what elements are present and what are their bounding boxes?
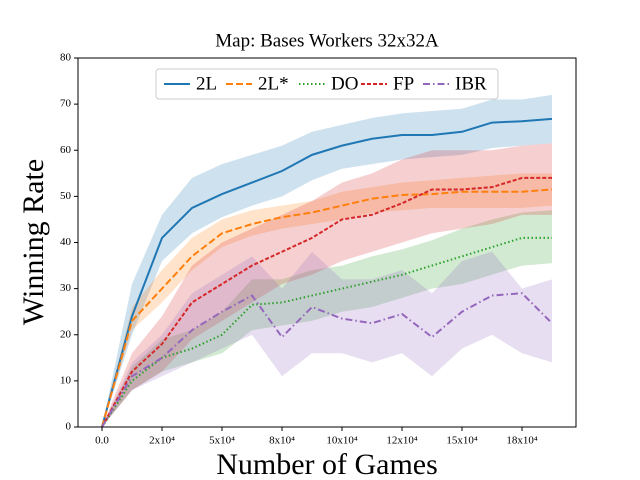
legend-label: 2L (196, 73, 217, 94)
y-tick-label: 30 (60, 282, 72, 294)
x-tick-label: 10x10⁴ (326, 435, 358, 447)
y-axis-label: Winning Rate (17, 159, 50, 325)
y-tick-label: 70 (60, 98, 72, 110)
confidence-band (102, 251, 552, 427)
y-tick-label: 20 (60, 328, 72, 340)
confidence-band (102, 173, 552, 427)
y-tick-label: 50 (60, 190, 72, 202)
y-tick-label: 60 (60, 144, 72, 156)
x-tick-label: 8x10⁴ (269, 435, 295, 447)
legend: 2L 2L* DO FP IBR (155, 68, 499, 100)
series-line (101, 236, 552, 428)
x-tick-label: 18x10⁴ (506, 435, 538, 447)
confidence-band (102, 143, 552, 428)
x-axis-label: Number of Games (216, 448, 438, 480)
x-tick-label: 2x10⁴ (149, 435, 175, 447)
confidence-band (102, 94, 552, 428)
y-tick-label: 10 (60, 374, 72, 386)
series-line (101, 188, 553, 428)
y-tick-label: 40 (60, 236, 72, 248)
x-tick-label: 15x10⁴ (446, 435, 478, 447)
legend-label: IBR (455, 73, 487, 94)
y-tick-label: 80 (60, 52, 72, 64)
plot-frame (77, 57, 577, 428)
legend-label: FP (393, 73, 414, 94)
confidence-band (102, 210, 552, 427)
chart-title: Map: Bases Workers 32x32A (215, 30, 439, 51)
x-tick-label: 0.0 (95, 435, 109, 447)
y-tick-label: 0 (66, 421, 72, 433)
series-line (101, 117, 553, 428)
legend-label: 2L* (258, 73, 289, 94)
legend-label: DO (331, 73, 358, 94)
x-tick-label: 12x10⁴ (386, 435, 418, 447)
legend-box (155, 68, 499, 100)
series-line (101, 176, 552, 428)
x-tick-label: 5x10⁴ (209, 435, 235, 447)
